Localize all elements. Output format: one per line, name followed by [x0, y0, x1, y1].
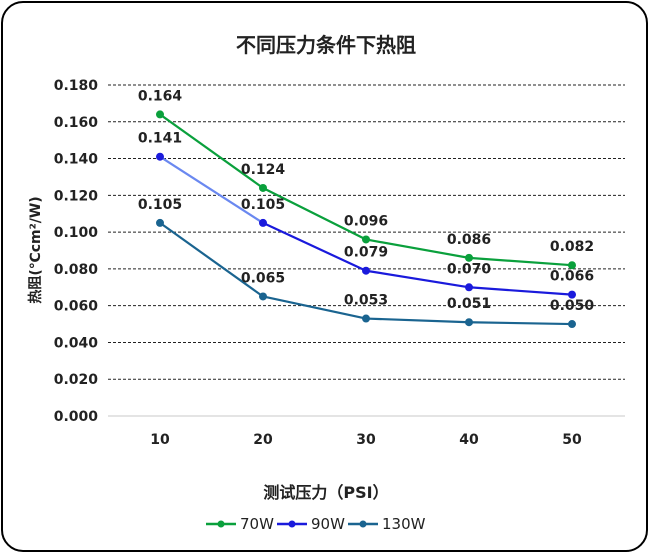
y-tick-label: 0.100	[54, 225, 99, 241]
series-line-segment	[262, 186, 367, 241]
y-tick-label: 0.180	[54, 78, 99, 94]
data-label: 0.096	[344, 213, 388, 229]
legend-marker-icon	[288, 520, 296, 528]
data-point	[568, 261, 576, 270]
y-axis-label: 热阻(℃cm²/W)	[27, 196, 44, 303]
series-line-segment	[159, 113, 264, 189]
data-point	[259, 218, 267, 227]
x-tick-label: 30	[356, 432, 376, 448]
data-label: 0.051	[447, 296, 491, 312]
series-line-segment	[262, 221, 367, 272]
series-line-segment	[159, 222, 264, 298]
data-label: 0.082	[550, 239, 594, 255]
series-line-segment	[468, 256, 573, 267]
series-130W: 0.105 0.065 0.053 0.051 0.050	[138, 197, 595, 329]
legend-label: 90W	[311, 515, 345, 533]
y-tick-label: 0.140	[54, 152, 99, 168]
data-label: 0.053	[344, 293, 388, 309]
data-point	[568, 320, 576, 329]
data-label: 0.124	[241, 162, 286, 178]
data-point	[362, 266, 370, 275]
x-tick-label: 20	[253, 432, 273, 448]
series-line-segment	[365, 317, 470, 324]
data-label: 0.070	[447, 261, 492, 277]
data-point	[259, 183, 267, 192]
data-point	[362, 235, 370, 244]
y-tick-label: 0.080	[54, 262, 99, 278]
legend-item-90W: 90W	[277, 515, 345, 533]
data-point	[259, 292, 267, 301]
legend-marker-icon	[359, 520, 367, 528]
data-label: 0.050	[550, 298, 595, 314]
data-label: 0.164	[138, 88, 183, 104]
data-label: 0.141	[138, 131, 182, 147]
data-point	[362, 314, 370, 323]
data-point	[156, 110, 164, 119]
y-tick-label: 0.120	[54, 188, 99, 204]
x-tick-label: 10	[150, 432, 170, 448]
data-point	[465, 253, 473, 262]
data-point	[156, 218, 164, 227]
series-line-segment	[262, 295, 367, 320]
data-point	[156, 152, 164, 161]
y-tick-label: 0.020	[54, 372, 99, 388]
data-point	[465, 318, 473, 327]
x-tick-label: 50	[562, 432, 582, 448]
data-label: 0.079	[344, 245, 388, 261]
series-90W: 0.141 0.105 0.079 0.070 0.066	[138, 131, 594, 299]
chart-title: 不同压力条件下热阻	[236, 33, 416, 57]
y-tick-label: 0.040	[54, 335, 99, 351]
legend-label: 130W	[382, 515, 426, 533]
legend-label: 70W	[240, 515, 274, 533]
y-tick-label: 0.160	[54, 115, 99, 131]
data-point	[465, 283, 473, 292]
series-70W: 0.164 0.124 0.096 0.086 0.082	[138, 88, 594, 270]
legend-item-130W: 130W	[348, 515, 426, 533]
y-tick-label: 0.000	[54, 409, 99, 425]
y-tick-label: 0.060	[54, 299, 99, 315]
data-label: 0.105	[241, 197, 285, 213]
series-line-segment	[365, 269, 470, 289]
legend-item-70W: 70W	[206, 515, 274, 533]
x-axis-label: 测试压力（PSI）	[263, 483, 388, 502]
x-tick-label: 40	[459, 432, 479, 448]
series-line-segment	[468, 286, 573, 296]
data-label: 0.086	[447, 232, 491, 248]
data-label: 0.066	[550, 269, 594, 285]
data-label: 0.105	[138, 197, 182, 213]
series-line-segment	[365, 238, 470, 259]
data-point	[568, 290, 576, 299]
data-label: 0.065	[241, 270, 285, 286]
series-line-segment	[468, 321, 573, 326]
series-line-segment	[159, 155, 264, 224]
legend-marker-icon	[217, 520, 225, 528]
